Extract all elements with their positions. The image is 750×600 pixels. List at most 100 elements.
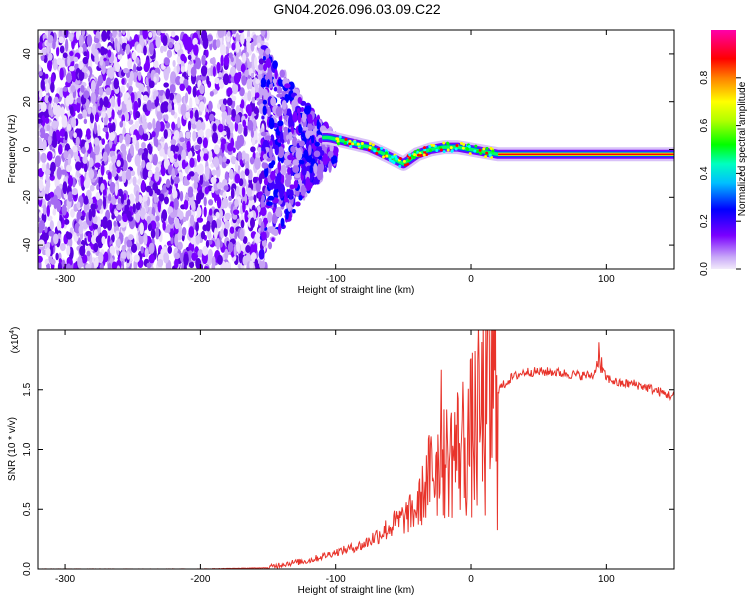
spectrogram-cell <box>182 33 189 46</box>
spectrogram-cell <box>143 232 148 246</box>
ridge-speckle <box>348 142 352 146</box>
ridge-speckle <box>479 151 483 155</box>
spectrogram-cell <box>302 126 309 131</box>
spectrogram-cell <box>170 235 174 245</box>
spectrogram-cell <box>227 241 234 253</box>
spectrogram-cell <box>192 130 197 142</box>
spectrogram-cell <box>105 87 112 96</box>
spectrogram-cell <box>53 96 59 105</box>
spectrogram-cell <box>79 245 86 257</box>
ridge-speckle <box>455 143 459 147</box>
spectrogram-cell <box>164 114 169 122</box>
spectrogram-cell <box>260 30 266 37</box>
spectrogram-cell <box>94 153 101 166</box>
spectrogram-cell <box>145 162 152 171</box>
spectrogram-cell <box>173 176 180 184</box>
spectrogram-cell <box>137 71 142 81</box>
spectrogram-cell <box>201 121 206 131</box>
spectrogram-cell <box>285 208 289 220</box>
spectrogram-cell <box>297 112 301 124</box>
spectrogram-cell <box>284 93 289 100</box>
spectrogram-cell <box>116 41 121 53</box>
spectrogram-cell <box>42 231 49 242</box>
spectrogram-cell <box>253 107 260 115</box>
spectrogram-cell <box>185 131 192 140</box>
spectrogram-cell <box>102 216 108 230</box>
spectrogram-cell <box>300 107 305 113</box>
spectrogram-cell <box>76 101 81 113</box>
spectrogram-cell <box>187 209 192 217</box>
spectrogram-cell <box>293 179 298 189</box>
spectrogram-cell <box>232 209 240 215</box>
spectrogram-cell <box>222 73 230 86</box>
spectrogram-cell <box>241 151 246 159</box>
spectrogram-cell <box>132 176 137 187</box>
spectrogram-cell <box>50 258 56 265</box>
spectrogram-cell <box>311 143 316 149</box>
spectrogram-cell <box>221 110 228 120</box>
spectrogram-cell <box>181 226 187 237</box>
spectrogram-cell <box>213 227 218 240</box>
spectrogram-cell <box>172 185 177 196</box>
spectrogram-cell <box>279 151 283 158</box>
spectrogram-cell <box>90 79 96 93</box>
spectrogram-cell <box>158 193 165 202</box>
spectrogram-cell <box>281 90 286 96</box>
spectrogram-cell <box>193 63 198 71</box>
spectrogram-cell <box>210 176 217 184</box>
spectrogram-cell <box>190 237 195 245</box>
spectrogram-cell <box>52 233 59 245</box>
spectrogram-cell <box>186 140 191 153</box>
spectrogram-cell <box>54 155 61 168</box>
spectrogram-cell <box>126 210 132 219</box>
spectrogram-cell <box>220 130 227 136</box>
spectrogram-cell <box>113 220 117 227</box>
ridge-speckle <box>475 150 479 154</box>
spectrogram-cell <box>236 135 241 146</box>
spectrogram-cell <box>257 42 261 49</box>
spectrogram-cell <box>214 77 220 85</box>
ridge-speckle <box>488 153 492 157</box>
spectrogram-cell <box>105 131 109 140</box>
spectrogram-cell <box>319 162 325 172</box>
spectrogram-cell <box>102 127 109 133</box>
spectrogram-cell <box>260 207 267 217</box>
spectrogram-cell <box>297 147 302 159</box>
spectrogram-cell <box>216 237 221 250</box>
spectrogram-cell <box>125 112 129 122</box>
spectrogram-cell <box>292 111 298 123</box>
spectrogram-cell <box>273 86 278 92</box>
spectrogram-cell <box>38 103 42 111</box>
spectrogram-cell <box>255 84 259 94</box>
spectrogram-cell <box>102 151 108 163</box>
spectrogram-cell <box>263 165 269 178</box>
spectrogram-cell <box>58 36 64 44</box>
spectrogram-cell <box>49 220 54 231</box>
spectrogram-cell <box>59 67 64 81</box>
ridge-speckle <box>449 146 453 150</box>
spectrogram-cell <box>52 208 57 216</box>
spectrogram-cell <box>121 244 126 252</box>
spectrogram-cell <box>215 211 220 219</box>
spectrogram-cell <box>294 173 301 179</box>
spectrogram-cell <box>111 109 115 120</box>
spectrogram-cell <box>205 239 210 248</box>
spectrogram-cell <box>242 200 246 213</box>
ridge-speckle <box>338 135 342 139</box>
ridge-speckle <box>360 141 364 145</box>
ridge-speckle <box>388 157 392 161</box>
spectrogram-cell <box>163 252 170 264</box>
spectrogram-cell <box>212 132 218 144</box>
spectrogram-cell <box>88 169 95 180</box>
ridge-speckle <box>442 141 446 145</box>
spectrogram-cell <box>256 205 261 213</box>
spectrogram-cell <box>107 171 112 180</box>
spectrogram-cell <box>106 105 113 119</box>
spectrogram-cell <box>253 56 258 69</box>
spectrogram-cell <box>327 151 334 158</box>
figure-title: GN04.2026.096.03.09.C22 <box>273 1 441 17</box>
spectrogram-cell <box>277 120 284 127</box>
spectrogram-cell <box>177 49 182 57</box>
spectrogram-cell <box>261 231 267 241</box>
